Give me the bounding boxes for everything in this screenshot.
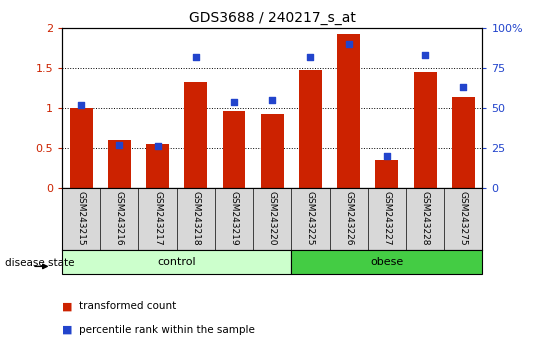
Bar	[223, 111, 245, 188]
Point	[344, 41, 353, 47]
Text: percentile rank within the sample: percentile rank within the sample	[79, 325, 255, 335]
Text: GSM243227: GSM243227	[382, 191, 391, 245]
Point	[421, 53, 430, 58]
Bar	[452, 97, 475, 188]
Bar	[184, 82, 207, 188]
Bar	[146, 144, 169, 188]
Bar	[337, 34, 360, 188]
Text: GSM243216: GSM243216	[115, 191, 124, 245]
Point	[191, 54, 200, 60]
Text: GSM243218: GSM243218	[191, 191, 201, 245]
Point	[459, 85, 468, 90]
Title: GDS3688 / 240217_s_at: GDS3688 / 240217_s_at	[189, 11, 356, 24]
Text: transformed count: transformed count	[79, 301, 176, 311]
Text: ■: ■	[62, 325, 72, 335]
Text: GSM243220: GSM243220	[268, 191, 277, 245]
Text: GSM243228: GSM243228	[420, 191, 430, 245]
Text: GSM243225: GSM243225	[306, 191, 315, 245]
Bar	[108, 140, 131, 188]
Text: disease state: disease state	[5, 258, 75, 268]
Text: control: control	[157, 257, 196, 267]
Text: GSM243275: GSM243275	[459, 191, 468, 245]
Point	[268, 97, 277, 103]
Point	[306, 54, 315, 60]
Bar	[413, 72, 437, 188]
Bar	[261, 114, 284, 188]
Point	[77, 102, 85, 108]
Bar	[291, 250, 482, 274]
Point	[153, 143, 162, 149]
Text: GSM243217: GSM243217	[153, 191, 162, 245]
Point	[115, 142, 123, 147]
Bar	[299, 70, 322, 188]
Point	[230, 99, 238, 104]
Bar	[375, 160, 398, 188]
Text: GSM243215: GSM243215	[77, 191, 86, 245]
Text: ■: ■	[62, 301, 72, 311]
Point	[383, 153, 391, 159]
Bar	[70, 108, 93, 188]
Text: GSM243219: GSM243219	[230, 191, 238, 245]
Text: obese: obese	[370, 257, 404, 267]
Bar	[62, 250, 291, 274]
Text: GSM243226: GSM243226	[344, 191, 353, 245]
